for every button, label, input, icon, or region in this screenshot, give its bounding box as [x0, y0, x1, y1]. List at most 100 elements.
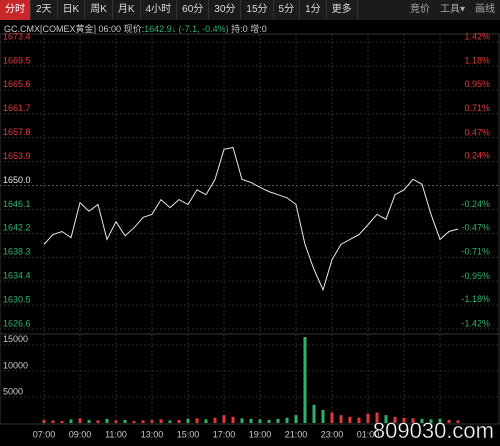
volume-bar	[420, 418, 424, 423]
y2-tick-label: -0.47%	[461, 222, 490, 232]
tab[interactable]: 日K	[58, 0, 86, 20]
tab[interactable]: 2天	[31, 0, 58, 20]
volume-bar	[267, 419, 271, 423]
volume-bar	[438, 418, 442, 423]
volume-bar	[42, 419, 46, 423]
volume-bar	[348, 416, 352, 423]
volume-bar	[96, 420, 100, 423]
volume-bar	[429, 419, 433, 423]
tab[interactable]: 周K	[85, 0, 113, 20]
y-tick-label: 1653.9	[3, 151, 31, 161]
x-tick-label: 17:00	[213, 429, 236, 439]
y-tick-label: 1661.7	[3, 103, 31, 113]
volume-bar	[393, 416, 397, 423]
y-tick-label: 1638.3	[3, 247, 31, 257]
tool[interactable]: 竞价	[409, 4, 430, 15]
tab[interactable]: 15分	[241, 0, 274, 20]
volume-bar	[87, 419, 91, 423]
tool[interactable]: 画线	[475, 4, 495, 15]
volume-bar	[69, 419, 73, 423]
volume-bar	[402, 417, 406, 423]
tab[interactable]: 60分	[177, 0, 210, 20]
y2-tick-label: -0.95%	[461, 271, 490, 281]
x-tick-label: 19:00	[249, 429, 272, 439]
volume-bar	[249, 418, 253, 423]
volume-bar	[195, 418, 199, 423]
toolbar: 分时 2天 日K 周K 月K 4小时 60分 30分 15分 5分 1分 更多 竞价 工具▾ 画线	[0, 0, 500, 20]
volume-bar	[204, 419, 208, 423]
volume-bar	[330, 412, 334, 423]
price-panel	[0, 33, 500, 335]
volume-bar	[222, 415, 226, 423]
tool[interactable]: 工具▾	[439, 4, 465, 15]
y2-tick-label: 0.95%	[464, 79, 490, 89]
y-tick-label: 5000	[3, 386, 23, 396]
tab[interactable]: 30分	[209, 0, 242, 20]
x-tick-label: 09:00	[69, 429, 92, 439]
y2-tick-label: 0.47%	[464, 127, 490, 137]
volume-bar	[105, 418, 109, 423]
volume-bar	[159, 419, 163, 423]
y-tick-label: 1673.4	[3, 31, 31, 41]
volume-bar	[276, 418, 280, 423]
volume-bar	[339, 415, 343, 423]
tab[interactable]: 更多	[327, 0, 358, 20]
tab[interactable]: 1分	[300, 0, 327, 20]
y-tick-label: 1669.5	[3, 55, 31, 65]
y-tick-label: 10000	[3, 360, 28, 370]
symbol: GC.CMX[COMEX黄金]	[4, 24, 97, 34]
volume-bar	[213, 417, 217, 423]
price-line	[43, 146, 459, 292]
volume-bar	[303, 337, 307, 423]
y-tick-label: 1626.6	[3, 318, 31, 328]
tab[interactable]: 5分	[274, 0, 301, 20]
volume-bar	[177, 419, 181, 423]
volume-bar	[231, 416, 235, 423]
volume-bar	[186, 418, 190, 423]
volume-bar	[132, 420, 136, 423]
tab[interactable]: 月K	[113, 0, 141, 20]
y-tick-label: 1650.0	[3, 175, 31, 185]
y-tick-label: 1646.1	[3, 199, 31, 209]
y-tick-label: 1630.5	[3, 294, 31, 304]
volume-bar	[141, 420, 145, 423]
y-tick-label: 1665.6	[3, 79, 31, 89]
volume-bar	[321, 409, 325, 423]
x-tick-label: 13:00	[141, 429, 164, 439]
y2-tick-label: 0.71%	[464, 103, 490, 113]
volume-bar	[447, 419, 451, 423]
quote-info: GC.CMX[COMEX黄金] 06:00 现价:1642.9↓ (-7.1, …	[4, 22, 267, 35]
volume-panel	[0, 333, 500, 425]
y2-tick-label: 0.24%	[464, 151, 490, 161]
volume-bar	[357, 417, 361, 423]
y2-tick-label: 1.42%	[464, 31, 490, 41]
volume-bar	[375, 412, 379, 423]
volume-bar	[51, 420, 55, 423]
volume-bar	[411, 418, 415, 423]
volume-bar	[285, 417, 289, 423]
volume-bar	[114, 420, 118, 423]
y2-tick-label: 1.18%	[464, 56, 490, 66]
volume-bar	[258, 419, 262, 423]
volume-bar	[123, 419, 127, 423]
tab[interactable]: 4小时	[141, 0, 178, 20]
change: (-7.1, -0.4%)	[178, 24, 229, 34]
y-tick-label: 1657.8	[3, 127, 31, 137]
price-label: 现价:	[123, 24, 145, 34]
tools: 竞价 工具▾ 画线	[405, 0, 500, 20]
y2-tick-label: -1.42%	[461, 318, 490, 328]
x-tick-label: 01:00	[357, 429, 380, 439]
x-tick-label: 23:00	[321, 429, 344, 439]
y2-tick-label: -0.71%	[461, 247, 490, 257]
volume-bar	[78, 418, 82, 423]
tab[interactable]: 分时	[0, 0, 31, 20]
volume-bar	[240, 418, 244, 423]
x-tick-label: 11:00	[105, 429, 127, 439]
x-tick-label: 21:00	[285, 429, 308, 439]
volume-bar	[60, 420, 64, 423]
y2-tick-label: -0.24%	[461, 199, 490, 209]
y-tick-label: 1642.2	[3, 223, 31, 233]
volume-bar	[150, 419, 154, 423]
hold: 持:0	[231, 24, 248, 34]
